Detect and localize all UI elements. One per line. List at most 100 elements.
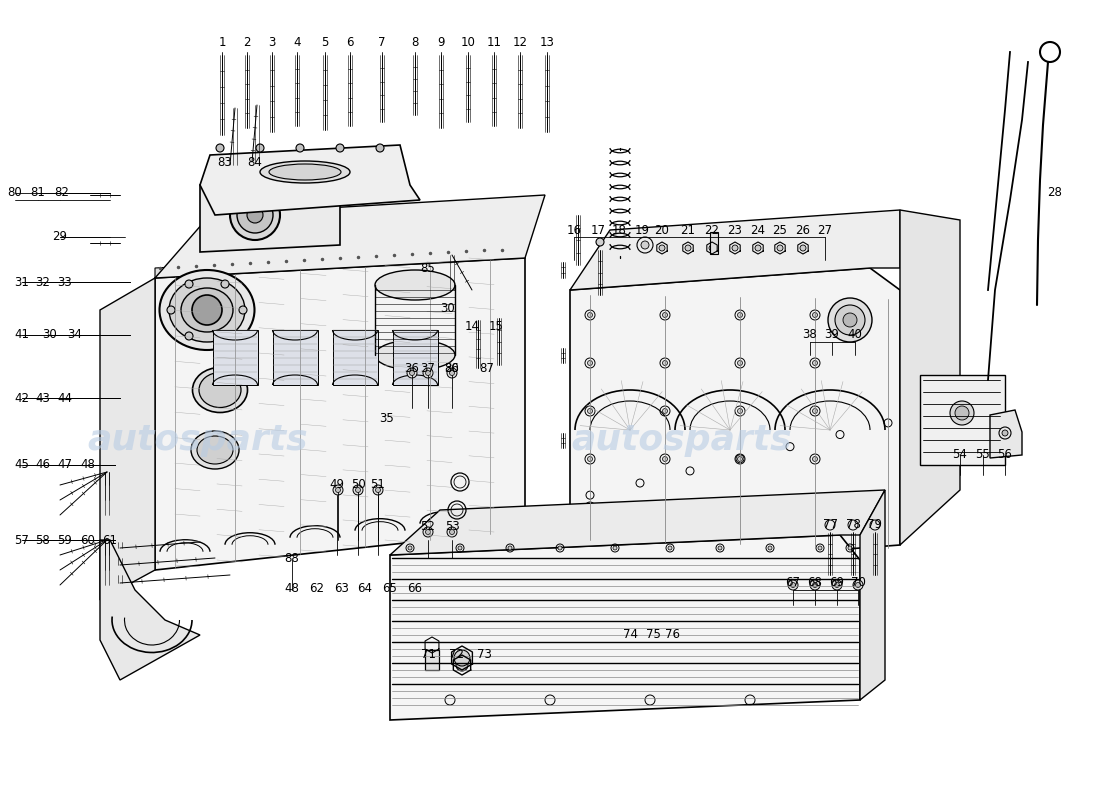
Text: 70: 70 bbox=[850, 577, 866, 590]
Circle shape bbox=[813, 313, 817, 318]
Text: 21: 21 bbox=[681, 223, 695, 237]
Text: 42: 42 bbox=[14, 391, 30, 405]
Circle shape bbox=[221, 280, 229, 288]
Text: 18: 18 bbox=[612, 223, 626, 237]
Polygon shape bbox=[100, 278, 155, 600]
Text: 32: 32 bbox=[35, 275, 51, 289]
Circle shape bbox=[718, 546, 722, 550]
Text: 57: 57 bbox=[14, 534, 30, 546]
Text: 56: 56 bbox=[998, 449, 1012, 462]
Text: 34: 34 bbox=[67, 329, 82, 342]
Ellipse shape bbox=[270, 164, 341, 180]
Text: 62: 62 bbox=[309, 582, 324, 594]
Circle shape bbox=[248, 207, 263, 223]
Text: 83: 83 bbox=[218, 157, 232, 170]
Text: 45: 45 bbox=[14, 458, 30, 471]
Text: 48: 48 bbox=[285, 582, 299, 594]
Text: 16: 16 bbox=[566, 223, 582, 237]
Circle shape bbox=[508, 546, 512, 550]
Text: 14: 14 bbox=[464, 321, 480, 334]
Circle shape bbox=[408, 546, 412, 550]
Text: 71: 71 bbox=[420, 649, 436, 662]
Circle shape bbox=[852, 580, 864, 590]
Bar bbox=[213, 330, 258, 385]
Text: 84: 84 bbox=[248, 157, 263, 170]
Text: 2: 2 bbox=[243, 35, 251, 49]
Circle shape bbox=[336, 487, 341, 493]
Text: 22: 22 bbox=[704, 223, 719, 237]
Circle shape bbox=[426, 370, 430, 375]
Text: 66: 66 bbox=[407, 582, 422, 594]
Circle shape bbox=[737, 457, 742, 462]
Polygon shape bbox=[990, 410, 1022, 458]
Circle shape bbox=[843, 313, 857, 327]
Circle shape bbox=[662, 457, 668, 462]
Text: 35: 35 bbox=[379, 411, 395, 425]
Text: 33: 33 bbox=[57, 275, 73, 289]
Text: 25: 25 bbox=[772, 223, 788, 237]
Text: 30: 30 bbox=[444, 362, 460, 374]
Text: 80: 80 bbox=[8, 186, 22, 199]
Circle shape bbox=[239, 306, 248, 314]
Text: 58: 58 bbox=[35, 534, 51, 546]
Circle shape bbox=[848, 546, 852, 550]
Circle shape bbox=[424, 527, 433, 537]
Circle shape bbox=[788, 580, 798, 590]
Circle shape bbox=[813, 361, 817, 366]
Text: 37: 37 bbox=[420, 362, 436, 374]
Text: 38: 38 bbox=[803, 329, 817, 342]
Text: autosparts: autosparts bbox=[88, 423, 308, 457]
Circle shape bbox=[777, 245, 783, 251]
Circle shape bbox=[813, 409, 817, 414]
Ellipse shape bbox=[191, 431, 239, 469]
Circle shape bbox=[662, 505, 668, 510]
Text: 36: 36 bbox=[405, 362, 419, 374]
Text: 13: 13 bbox=[540, 35, 554, 49]
Circle shape bbox=[950, 401, 974, 425]
Text: 5: 5 bbox=[321, 35, 329, 49]
Text: 55: 55 bbox=[976, 449, 990, 462]
Text: 79: 79 bbox=[868, 518, 882, 531]
Text: 60: 60 bbox=[80, 534, 96, 546]
Text: 8: 8 bbox=[411, 35, 419, 49]
Circle shape bbox=[832, 580, 842, 590]
Ellipse shape bbox=[375, 270, 455, 300]
Circle shape bbox=[587, 361, 593, 366]
Ellipse shape bbox=[192, 367, 248, 413]
Polygon shape bbox=[570, 210, 900, 290]
Text: 86: 86 bbox=[444, 362, 460, 374]
Bar bbox=[920, 375, 1005, 465]
Circle shape bbox=[768, 546, 772, 550]
Circle shape bbox=[355, 487, 361, 493]
Circle shape bbox=[216, 144, 224, 152]
Text: 59: 59 bbox=[57, 534, 73, 546]
Polygon shape bbox=[900, 210, 960, 545]
Circle shape bbox=[373, 485, 383, 495]
Polygon shape bbox=[100, 540, 200, 680]
Ellipse shape bbox=[197, 436, 233, 464]
Circle shape bbox=[755, 245, 761, 251]
Text: 40: 40 bbox=[848, 329, 862, 342]
Circle shape bbox=[813, 582, 817, 587]
Bar bbox=[710, 232, 718, 254]
Circle shape bbox=[856, 582, 860, 587]
Polygon shape bbox=[155, 248, 525, 278]
Circle shape bbox=[375, 487, 381, 493]
Polygon shape bbox=[200, 145, 420, 215]
Text: 81: 81 bbox=[31, 186, 45, 199]
Circle shape bbox=[185, 280, 192, 288]
Bar bbox=[393, 330, 438, 385]
Circle shape bbox=[662, 313, 668, 318]
Text: 75: 75 bbox=[646, 629, 660, 642]
Text: 29: 29 bbox=[53, 230, 67, 243]
Bar bbox=[425, 650, 439, 670]
Circle shape bbox=[641, 241, 649, 249]
Text: 28: 28 bbox=[1047, 186, 1063, 199]
Text: 47: 47 bbox=[57, 458, 73, 471]
Text: 54: 54 bbox=[953, 449, 967, 462]
Polygon shape bbox=[155, 258, 525, 570]
Circle shape bbox=[955, 406, 969, 420]
Circle shape bbox=[447, 368, 456, 378]
Text: 30: 30 bbox=[441, 302, 455, 314]
Circle shape bbox=[424, 368, 433, 378]
